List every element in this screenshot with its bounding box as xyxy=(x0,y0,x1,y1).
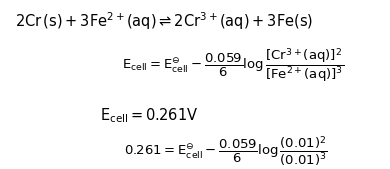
Text: $\mathsf{E_{cell} = E^{\ominus}_{cell} - \dfrac{0.059}{6}\log\dfrac{[Cr^{3+}(aq): $\mathsf{E_{cell} = E^{\ominus}_{cell} -… xyxy=(122,46,344,84)
Text: $\mathsf{0.261 = E^{\ominus}_{cell} - \dfrac{0.059}{6}\log\dfrac{(0.01)^2}{(0.01: $\mathsf{0.261 = E^{\ominus}_{cell} - \d… xyxy=(124,134,328,168)
Text: $\mathsf{2Cr\,(s) + 3Fe^{2+}(aq) \rightleftharpoons 2Cr^{3+}(aq) + 3Fe(s)}$: $\mathsf{2Cr\,(s) + 3Fe^{2+}(aq) \rightl… xyxy=(15,10,314,32)
Text: $\mathsf{E_{cell} = 0.261V}$: $\mathsf{E_{cell} = 0.261V}$ xyxy=(100,106,199,125)
